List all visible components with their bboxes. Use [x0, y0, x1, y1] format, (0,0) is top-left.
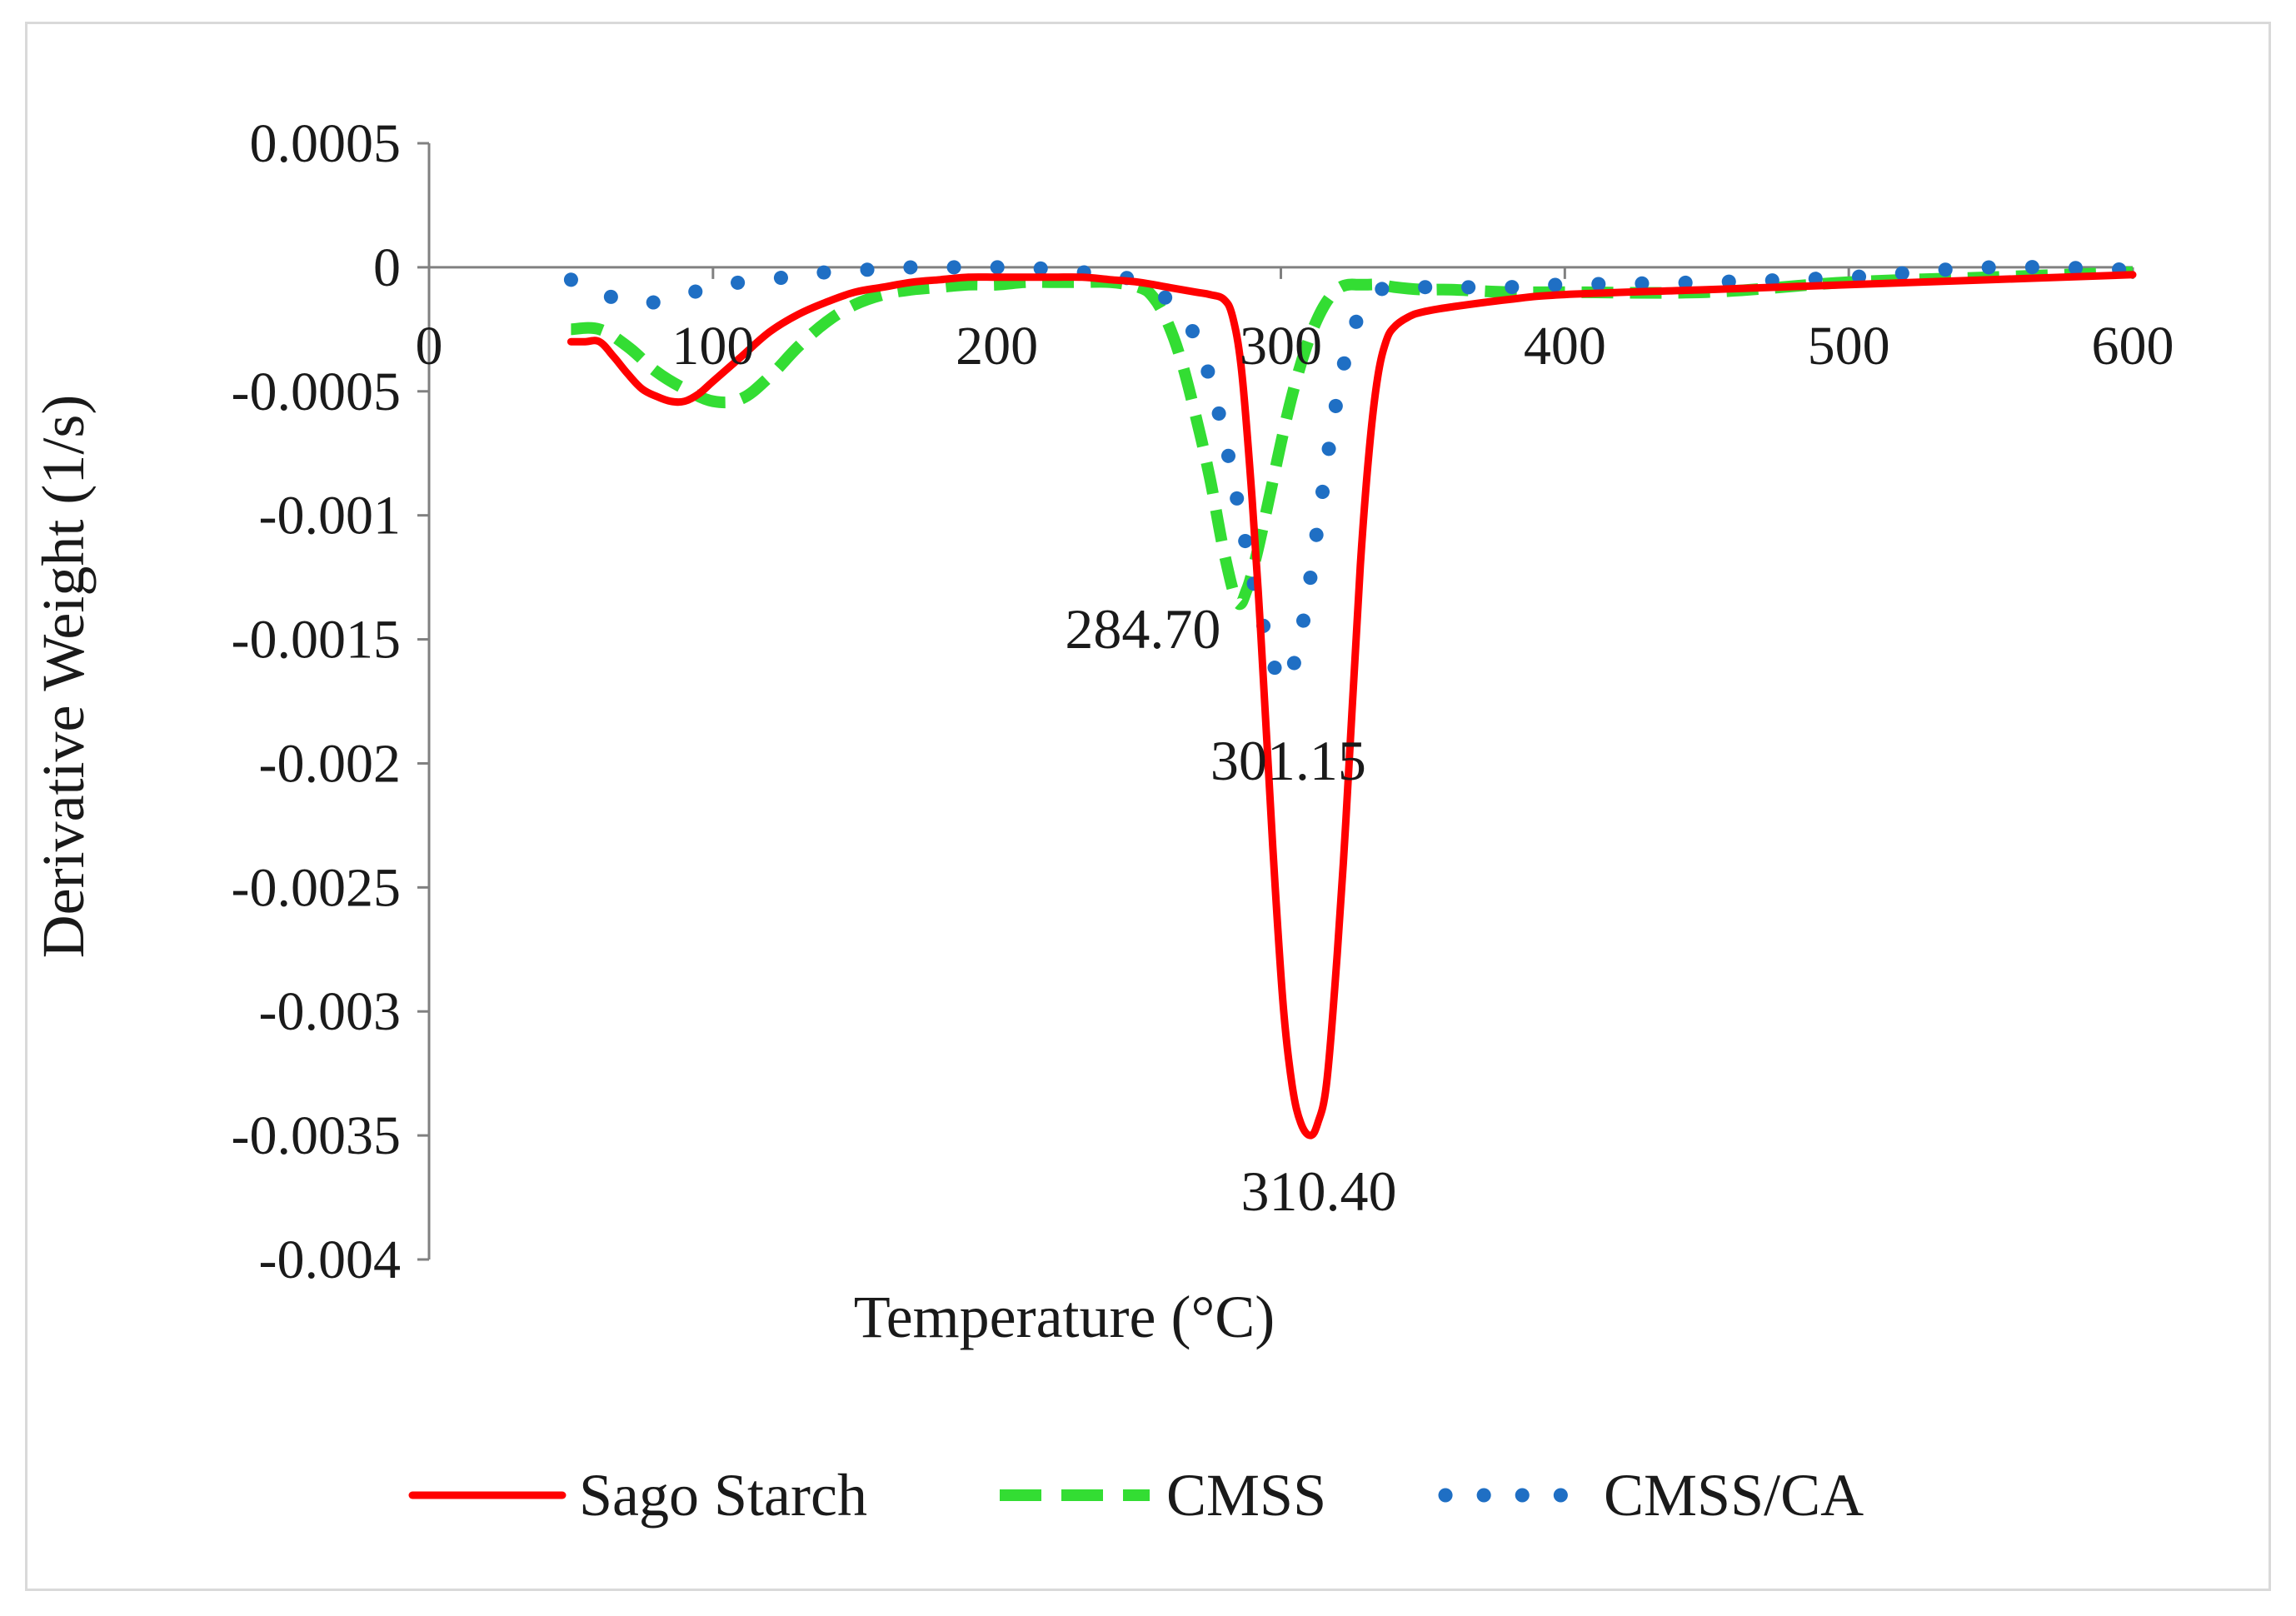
series-line-sago-starch	[567, 271, 2137, 1140]
x-tick-label: 0	[416, 316, 443, 377]
x-tick-label: 500	[1808, 316, 1890, 377]
series-line-cmss-ca	[563, 260, 2140, 691]
legend-item: CMSS	[1000, 1462, 1326, 1529]
legend-item: Sago Starch	[408, 1462, 867, 1529]
x-tick-label: 100	[671, 316, 754, 377]
legend-label: Sago Starch	[579, 1462, 867, 1529]
peak-annotation: 284.70	[1065, 597, 1220, 661]
y-tick-label: -0.0035	[232, 1105, 401, 1166]
y-tick-label: -0.002	[259, 733, 401, 794]
y-tick-label: 0	[373, 237, 401, 298]
labels-layer: 0.00050-0.0005-0.001-0.0015-0.002-0.0025…	[30, 113, 2174, 1350]
y-tick-label: -0.004	[259, 1229, 401, 1290]
x-tick-label: 600	[2092, 316, 2174, 377]
x-tick-label: 200	[956, 316, 1038, 377]
x-axis-title: Temperature (°C)	[854, 1284, 1275, 1350]
series-line-cmss	[571, 266, 2134, 611]
y-tick-label: 0.0005	[250, 113, 402, 174]
axes	[417, 142, 2134, 1261]
y-tick-label: -0.0025	[232, 857, 401, 918]
legend-item: CMSS/CA	[1438, 1462, 1864, 1529]
x-tick-label: 300	[1240, 316, 1322, 377]
legend-label: CMSS/CA	[1604, 1462, 1864, 1529]
y-tick-label: -0.0005	[232, 362, 401, 422]
peak-annotation: 301.15	[1210, 729, 1366, 792]
legend: Sago Starch CMSS CMSS/CA	[408, 1462, 1864, 1529]
peak-annotation: 310.40	[1240, 1160, 1396, 1223]
y-tick-label: -0.003	[259, 981, 401, 1042]
y-tick-label: -0.0015	[232, 610, 401, 671]
y-axis-title: Derivative Weight (1/s)	[30, 395, 97, 959]
y-tick-label: -0.001	[259, 486, 401, 546]
x-tick-label: 400	[1524, 316, 1606, 377]
legend-label: CMSS	[1166, 1462, 1326, 1529]
series-layer	[563, 260, 2140, 1140]
